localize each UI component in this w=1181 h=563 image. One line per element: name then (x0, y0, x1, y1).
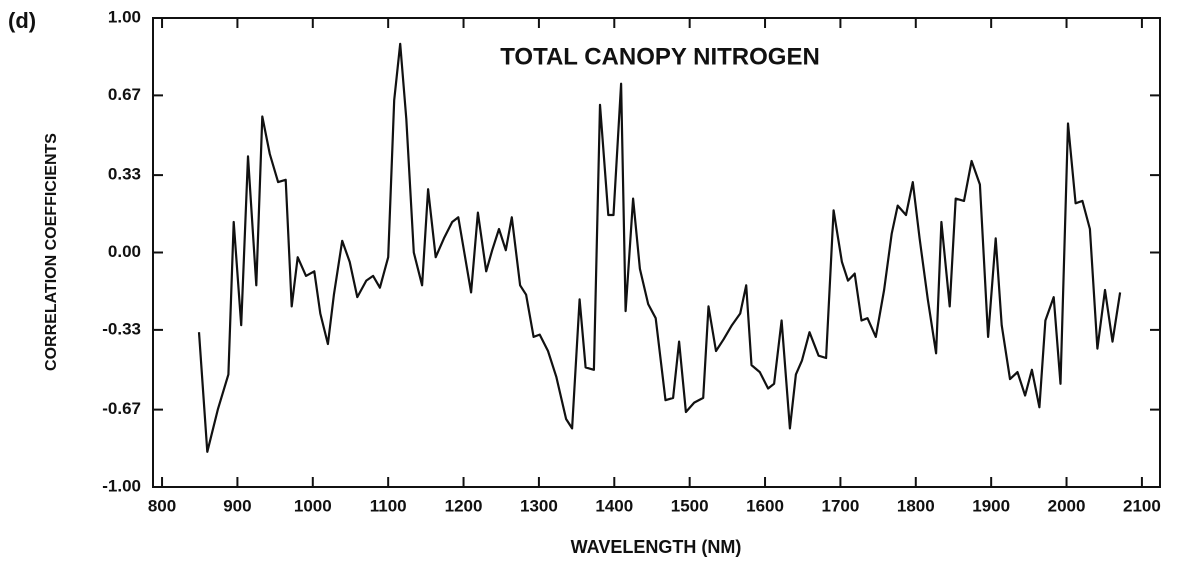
y-tick-label: 1.00 (108, 7, 141, 26)
x-tick-label: 1500 (671, 496, 709, 515)
panel-label: (d) (8, 8, 36, 33)
data-line (197, 42, 1122, 453)
x-tick-label: 1200 (445, 496, 483, 515)
x-tick-label: 1100 (370, 496, 407, 515)
x-tick-label: 900 (223, 496, 251, 515)
x-tick-label: 1300 (520, 496, 558, 515)
chart-title: TOTAL CANOPY NITROGEN (500, 43, 820, 70)
x-tick-label: 1700 (821, 496, 859, 515)
plot-frame (152, 17, 1161, 488)
y-tick-label: 0.67 (108, 85, 141, 104)
y-tick-label: 0.33 (108, 165, 141, 184)
x-tick-label: 1800 (897, 496, 935, 515)
y-tick-label: 0.00 (108, 242, 141, 261)
x-tick-label: 1400 (595, 496, 633, 515)
x-tick-label: 1000 (294, 496, 332, 515)
x-tick-label: 1600 (746, 496, 784, 515)
x-tick-label: 1900 (972, 496, 1010, 515)
y-tick-label: -0.67 (102, 399, 141, 418)
x-tick-label: 800 (148, 496, 176, 515)
x-tick-label: 2100 (1123, 496, 1161, 515)
x-axis-label: WAVELENGTH (NM) (571, 537, 742, 557)
y-axis-label: CORRELATION COEFFICIENTS (43, 133, 60, 371)
x-tick-label: 2000 (1048, 496, 1086, 515)
y-tick-label: -0.33 (102, 319, 141, 338)
y-tick-label: -1.00 (102, 476, 141, 495)
